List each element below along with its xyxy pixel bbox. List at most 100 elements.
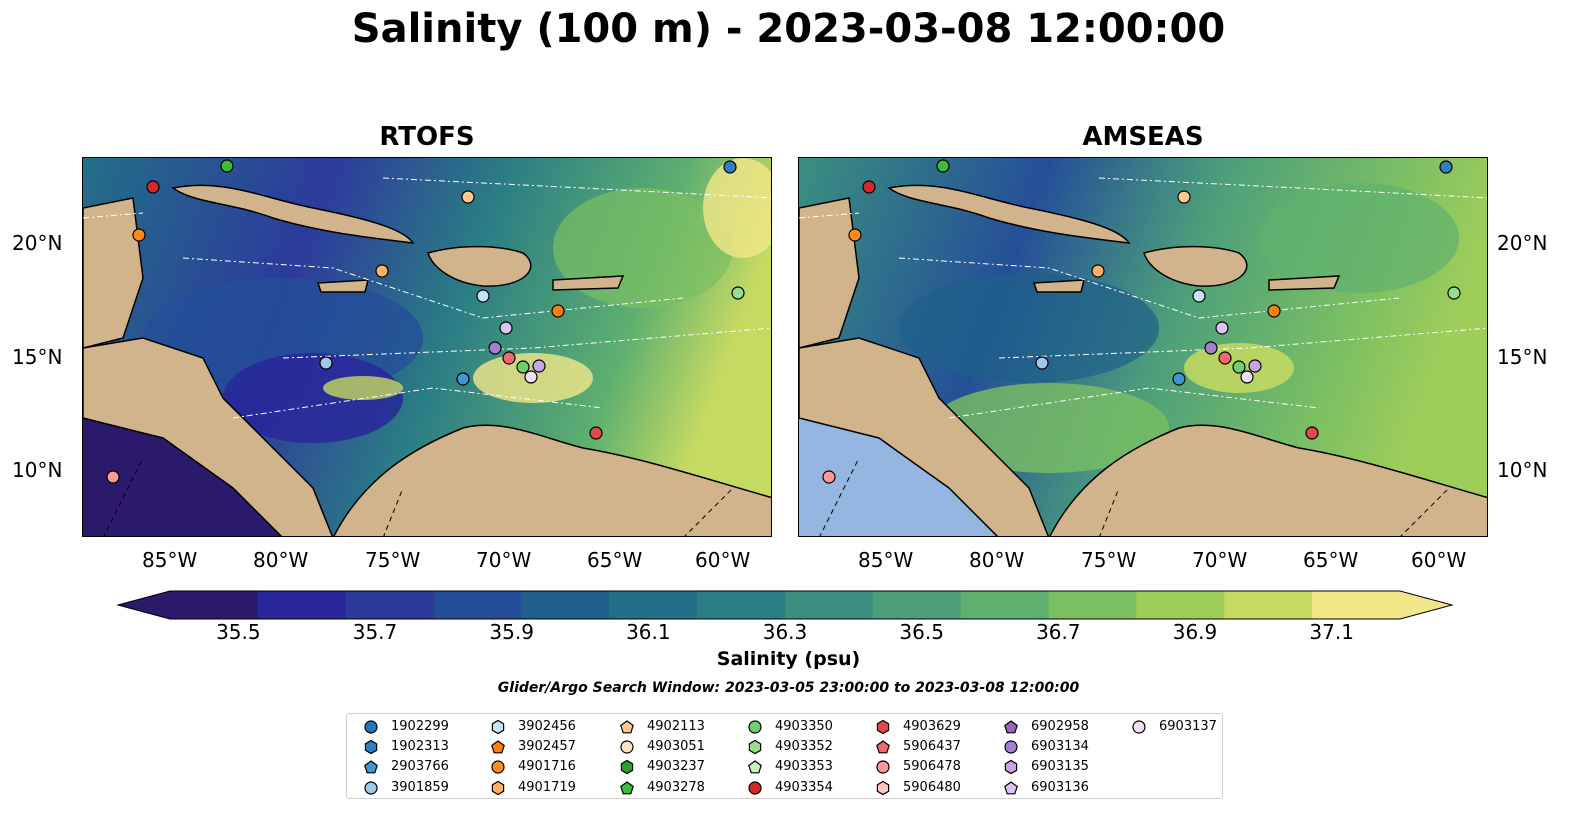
lon-tick-label: 80°W xyxy=(969,548,1025,572)
hexagon-marker-icon xyxy=(748,739,762,755)
legend-item-label: 6903134 xyxy=(1031,739,1089,754)
legend-item-label: 4903353 xyxy=(775,759,833,774)
colorbar xyxy=(116,590,1454,620)
colorbar-extend-min xyxy=(118,591,170,619)
lon-tick-label: 65°W xyxy=(587,548,643,572)
lat-tick-label: 20°N xyxy=(1497,231,1548,255)
hexagon-marker-icon xyxy=(491,780,505,796)
colorbar-segment xyxy=(170,591,259,619)
colorbar-tick-label: 36.9 xyxy=(1172,620,1218,644)
hexagon-marker-icon xyxy=(364,739,378,755)
circle-marker-icon xyxy=(620,740,634,754)
legend-item-label: 6902958 xyxy=(1031,719,1089,734)
circle-marker-icon xyxy=(748,781,762,795)
legend-item-label: 4901716 xyxy=(518,759,576,774)
pentagon-marker-icon xyxy=(491,740,505,754)
colorbar-segment xyxy=(697,591,786,619)
pentagon-marker-icon xyxy=(876,740,890,754)
hexagon-marker-icon xyxy=(876,780,890,796)
lon-tick-label: 80°W xyxy=(253,548,309,572)
hexagon-marker-icon xyxy=(1004,759,1018,775)
float-markers-amseas xyxy=(822,159,1461,484)
colorbar-tick-label: 37.1 xyxy=(1309,620,1354,644)
circle-marker-icon xyxy=(876,760,890,774)
colorbar-segment xyxy=(1048,591,1137,619)
legend-item-label: 4901719 xyxy=(518,780,576,795)
lat-tick-label: 10°N xyxy=(1497,458,1548,482)
colorbar-tick-label: 36.7 xyxy=(1036,620,1081,644)
map-panel-rtofs[interactable] xyxy=(82,157,772,537)
legend-item-label: 3902457 xyxy=(518,739,576,754)
lat-tick-label: 15°N xyxy=(1497,345,1548,369)
legend-item-label: 4903629 xyxy=(903,719,961,734)
map-panel-amseas[interactable] xyxy=(798,157,1488,537)
pentagon-marker-icon xyxy=(620,781,634,795)
lat-tick-label: 15°N xyxy=(12,345,63,369)
colorbar-segment xyxy=(1136,591,1225,619)
panel-title-rtofs: RTOFS xyxy=(379,122,475,152)
pentagon-marker-icon xyxy=(1004,720,1018,734)
colorbar-tick-label: 36.3 xyxy=(762,620,808,644)
lon-tick-label: 65°W xyxy=(1303,548,1359,572)
colorbar-tick-label: 36.1 xyxy=(626,620,671,644)
colorbar-segment xyxy=(785,591,874,619)
circle-marker-icon xyxy=(1004,740,1018,754)
pentagon-marker-icon xyxy=(364,760,378,774)
salinity-map-amseas xyxy=(799,158,1487,536)
circle-marker-icon xyxy=(748,720,762,734)
lat-tick-label: 10°N xyxy=(12,458,63,482)
legend-item-label: 1902299 xyxy=(391,719,449,734)
panel-title-amseas: AMSEAS xyxy=(1082,122,1204,152)
float-legend: 1902299 1902313 2903766 3901859 3902456 39024… xyxy=(346,713,1223,799)
colorbar-outline xyxy=(116,590,1454,620)
hexagon-marker-icon xyxy=(620,759,634,775)
legend-item-label: 2903766 xyxy=(391,759,449,774)
legend-item-label: 5906478 xyxy=(903,759,961,774)
legend-item-label: 5906437 xyxy=(903,739,961,754)
hexagon-marker-icon xyxy=(491,719,505,735)
legend-item-label: 4902113 xyxy=(647,719,705,734)
legend-item-label: 3902456 xyxy=(518,719,576,734)
legend-item-label: 4903352 xyxy=(775,739,833,754)
legend-item-label: 6903135 xyxy=(1031,759,1089,774)
legend-item-label: 4903354 xyxy=(775,780,833,795)
colorbar-tick-label: 35.7 xyxy=(352,620,398,644)
legend-item-label: 4903350 xyxy=(775,719,833,734)
lon-tick-label: 85°W xyxy=(142,548,198,572)
lon-tick-label: 60°W xyxy=(695,548,751,572)
colorbar-tick-label: 35.9 xyxy=(489,620,534,644)
search-window-text: Glider/Argo Search Window: 2023-03-05 23… xyxy=(497,680,1080,696)
circle-marker-icon xyxy=(364,720,378,734)
pentagon-marker-icon xyxy=(748,760,762,774)
colorbar-segment xyxy=(257,591,347,619)
legend-item-label: 1902313 xyxy=(391,739,449,754)
colorbar-segment xyxy=(960,591,1050,619)
legend-item-label: 4903278 xyxy=(647,780,705,795)
lon-tick-label: 60°W xyxy=(1411,548,1467,572)
legend-item-label: 6903137 xyxy=(1159,719,1217,734)
legend-item-label: 4903051 xyxy=(647,739,705,754)
colorbar-label: Salinity (psu) xyxy=(716,648,861,670)
colorbar-tick-label: 36.5 xyxy=(899,620,944,644)
colorbar-segment xyxy=(433,591,522,619)
pentagon-marker-icon xyxy=(1004,781,1018,795)
circle-marker-icon xyxy=(491,760,505,774)
lon-tick-label: 75°W xyxy=(365,548,421,572)
colorbar-segments xyxy=(116,590,1454,620)
hexagon-marker-icon xyxy=(876,719,890,735)
legend-item-label: 4903237 xyxy=(647,759,705,774)
lon-tick-label: 70°W xyxy=(476,548,532,572)
colorbar-extend-max xyxy=(1400,591,1452,619)
circle-marker-icon xyxy=(1132,720,1146,734)
circle-marker-icon xyxy=(364,781,378,795)
lon-tick-label: 70°W xyxy=(1192,548,1248,572)
lon-tick-label: 85°W xyxy=(858,548,914,572)
salinity-map-rtofs xyxy=(83,158,771,536)
colorbar-segment xyxy=(521,591,610,619)
pentagon-marker-icon xyxy=(620,720,634,734)
legend-item-label: 3901859 xyxy=(391,780,449,795)
colorbar-segment xyxy=(1224,591,1313,619)
lon-tick-label: 75°W xyxy=(1081,548,1137,572)
colorbar-segment xyxy=(345,591,435,619)
lat-tick-label: 20°N xyxy=(12,231,63,255)
